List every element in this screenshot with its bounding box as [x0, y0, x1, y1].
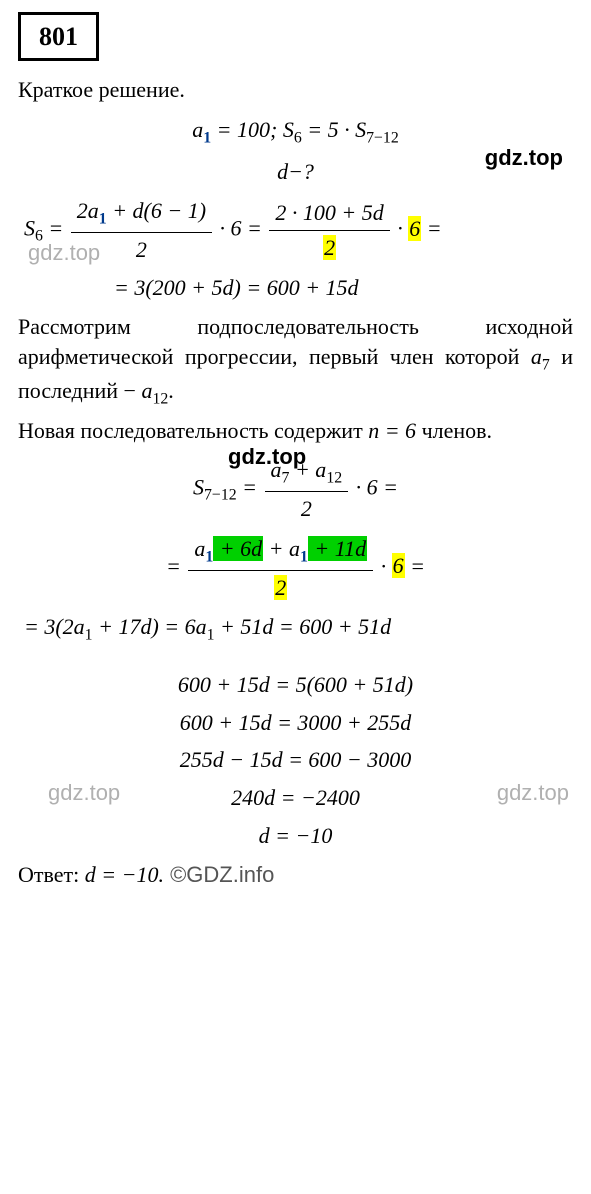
eq3-mid: · 6 =	[220, 216, 268, 241]
p1-a12v: a	[141, 378, 152, 403]
equation-s6: S6 = 2a1 + d(6 − 1) 2 · 6 = 2 · 100 + 5d…	[18, 196, 573, 302]
eq6-line: = 3(2a1 + 17d) = 6a1 + 51d = 600 + 51d	[24, 612, 573, 646]
eq1-a: = 100;	[211, 117, 283, 142]
p2-n: n = 6	[368, 418, 416, 443]
p1-end: .	[168, 378, 174, 403]
frac3-num: a7 + a12	[265, 455, 349, 492]
f3-bsub: 12	[326, 470, 342, 487]
sys-3: 255d − 15d = 600 − 3000	[18, 745, 573, 775]
frac3-den: 2	[265, 492, 349, 524]
eq4-eq: =	[237, 475, 263, 500]
var-S2: S	[355, 117, 366, 142]
var-S: S	[283, 117, 294, 142]
f1n-a: 2a	[77, 198, 99, 223]
eq3-line-2: = 3(200 + 5d) = 600 + 15d	[24, 273, 573, 303]
eq-line-2: d−?	[18, 157, 573, 187]
eq-line-1: a1 = 100; S6 = 5 · S7−12	[18, 115, 573, 149]
p1-a12: a12	[141, 378, 168, 403]
sub-6: 6	[294, 129, 302, 146]
hl-den-2: 2	[323, 235, 336, 260]
frac-4: a1 + 6d + a1 + 11d 2	[186, 534, 375, 602]
hl-6a: 6	[408, 216, 421, 241]
eq6-asub: 1	[85, 627, 93, 644]
f3-plus: + a	[289, 457, 326, 482]
eq4-line-1: S7−12 = a7 + a12 2 · 6 =	[18, 455, 573, 523]
answer-val: d = −10.	[85, 862, 164, 887]
sys-4: 240d = −2400	[18, 783, 573, 813]
eq5-line-1: = a1 + 6d + a1 + 11d 2 · 6 =	[18, 534, 573, 602]
equation-given: a1 = 100; S6 = 5 · S7−12 d−? gdz.top	[18, 115, 573, 186]
frac2-den: 2	[269, 231, 389, 263]
equation-simplify: = 3(2a1 + 17d) = 6a1 + 51d = 600 + 51d	[18, 612, 573, 646]
f4-plus: + a	[263, 536, 300, 561]
paragraph-subseq: Рассмотрим подпоследовательность исходно…	[18, 312, 573, 409]
hl-6d: + 6d	[213, 536, 263, 561]
eq4-Ssub: 7−12	[204, 487, 237, 504]
eq3-line-1: S6 = 2a1 + d(6 − 1) 2 · 6 = 2 · 100 + 5d…	[24, 196, 573, 264]
problem-number: 801	[39, 22, 78, 51]
eq4-S: S	[193, 475, 204, 500]
frac1-den: 2	[71, 233, 212, 265]
hl-den-2b: 2	[274, 575, 287, 600]
heading: Краткое решение.	[18, 75, 573, 105]
f3-a: a	[271, 457, 282, 482]
paragraph-n6: Новая последовательность содержит n = 6 …	[18, 416, 573, 446]
frac-3: a7 + a12 2	[263, 455, 351, 523]
p1-a: Рассмотрим подпоследовательность исходно…	[18, 314, 573, 369]
copyright: ©GDZ.info	[164, 862, 274, 887]
frac2-num: 2 · 100 + 5d	[269, 198, 389, 231]
equation-expand: = a1 + 6d + a1 + 11d 2 · 6 =	[18, 534, 573, 602]
var-a: a	[192, 117, 203, 142]
sub-1: 1	[203, 129, 211, 146]
f1n-b: + d(6 − 1)	[107, 198, 206, 223]
p1-a7s: 7	[542, 356, 550, 373]
eq4-tail: · 6 =	[356, 475, 398, 500]
frac-1: 2a1 + d(6 − 1) 2	[69, 196, 214, 264]
p2-a: Новая последовательность содержит	[18, 418, 368, 443]
eq6-bsub: 1	[207, 627, 215, 644]
sys-1: 600 + 15d = 5(600 + 51d)	[18, 670, 573, 700]
eq6-c: + 51d = 600 + 51d	[215, 614, 392, 639]
sys-5: d = −10	[18, 821, 573, 851]
eq6-b: + 17d) = 6a	[93, 614, 207, 639]
equation-system: 600 + 15d = 5(600 + 51d) 600 + 15d = 300…	[18, 670, 573, 850]
hl-11d: + 11d	[308, 536, 367, 561]
eq3-end-eq: =	[421, 216, 441, 241]
frac4-num: a1 + 6d + a1 + 11d	[188, 534, 373, 571]
eq6-a: = 3(2a	[24, 614, 85, 639]
p2-b: членов.	[416, 418, 492, 443]
eq1-mid: = 5 ·	[302, 117, 355, 142]
eq3-dot: ·	[397, 216, 408, 241]
s6-lhs: S	[24, 216, 35, 241]
eq5-eq: =	[405, 553, 425, 578]
eq3-eq: =	[43, 216, 69, 241]
sub-7-12: 7−12	[366, 129, 399, 146]
p1-a7: a7	[531, 344, 550, 369]
answer-line: Ответ: d = −10. ©GDZ.info	[18, 860, 573, 890]
answer-label: Ответ:	[18, 862, 85, 887]
f1n-sub: 1	[99, 211, 107, 228]
f4-a1: a	[194, 536, 205, 561]
f4-a2s: 1	[300, 548, 308, 565]
eq5-dot: ·	[381, 553, 392, 578]
p1-a12s: 12	[152, 390, 168, 407]
problem-number-box: 801	[18, 12, 99, 61]
sys-2: 600 + 15d = 3000 + 255d	[18, 708, 573, 738]
s6-sub: 6	[35, 228, 43, 245]
frac-2: 2 · 100 + 5d 2	[267, 198, 391, 262]
hl-6b: 6	[392, 553, 405, 578]
eq5-pre: =	[166, 553, 186, 578]
p1-a7v: a	[531, 344, 542, 369]
frac4-den: 2	[188, 571, 373, 603]
frac1-num: 2a1 + d(6 − 1)	[71, 196, 212, 233]
equation-s712: S7−12 = a7 + a12 2 · 6 =	[18, 455, 573, 523]
